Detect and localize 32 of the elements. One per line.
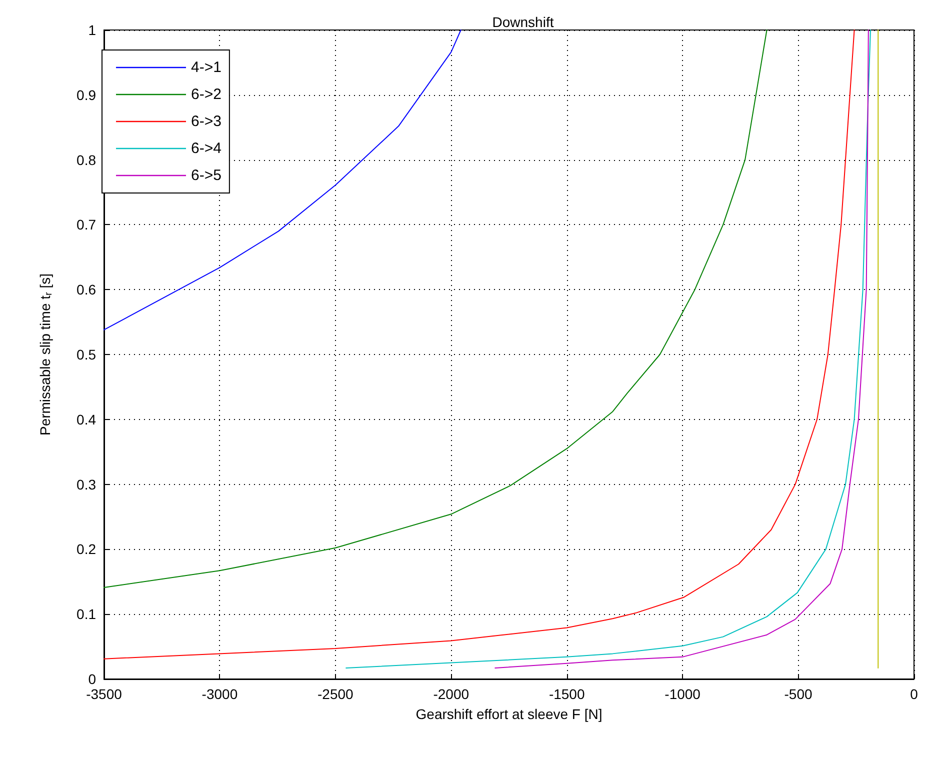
x-tick-label: 0	[910, 686, 918, 702]
x-tick-label: -1500	[548, 686, 585, 702]
y-tick-label: 0.2	[76, 541, 96, 558]
y-tick-label: 0.9	[76, 86, 96, 103]
line-series	[494, 30, 869, 668]
line-series	[104, 30, 768, 588]
chart-title: Downshift	[492, 14, 554, 30]
y-tick-label: 1	[88, 22, 96, 38]
y-tick-label: 0.8	[76, 152, 96, 168]
legend-label: 6->5	[191, 167, 222, 184]
line-series	[104, 30, 462, 330]
y-tick-label: 0.7	[76, 216, 96, 233]
y-tick-label: 0.4	[76, 411, 96, 428]
line-series	[104, 30, 855, 660]
legend-label: 4->1	[191, 59, 222, 76]
y-axis-title: Permissable slip time tr [s]	[37, 273, 54, 436]
x-tick-label: -1000	[664, 686, 701, 702]
y-tick-label: 0.5	[76, 346, 96, 362]
x-tick-label: -3000	[202, 686, 238, 702]
x-tick-label: -2500	[318, 686, 354, 702]
x-tick-label: -2000	[433, 686, 470, 702]
y-tick-label: 0	[88, 671, 96, 687]
x-tick-label: -3500	[86, 686, 122, 702]
y-tick-label: 0.1	[76, 606, 96, 622]
legend-label: 6->3	[191, 113, 222, 130]
line-series	[346, 30, 871, 668]
legend-label: 6->4	[191, 140, 222, 157]
y-tick-label: 0.6	[76, 282, 96, 298]
legend-label: 6->2	[191, 86, 222, 103]
x-tick-label: -500	[784, 686, 813, 702]
y-tick-label: 0.3	[76, 476, 96, 492]
x-axis-title: Gearshift effort at sleeve F [N]	[416, 706, 602, 722]
